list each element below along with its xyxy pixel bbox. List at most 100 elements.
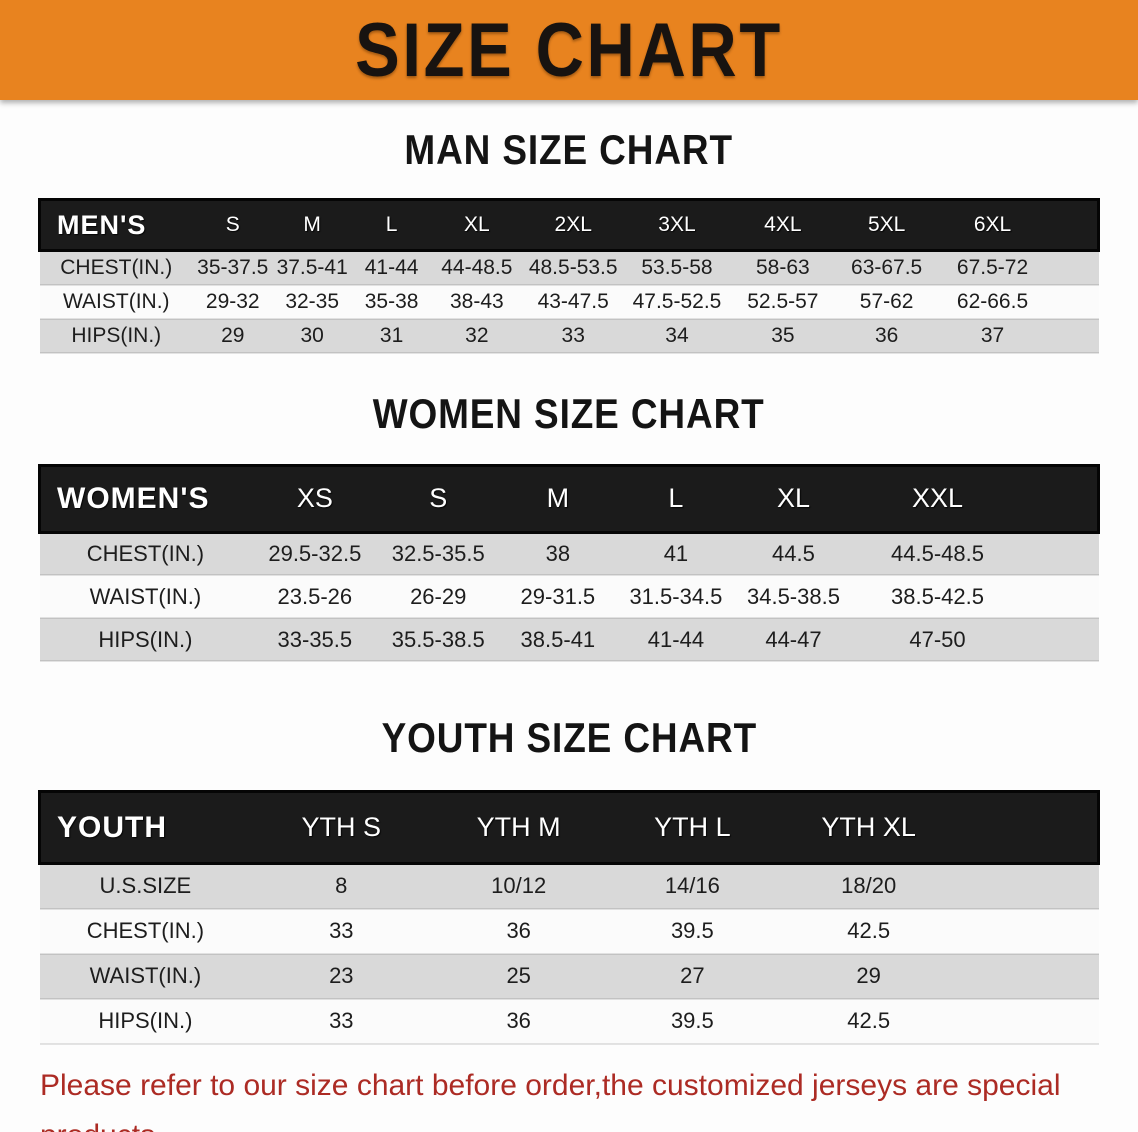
row-spacer-cell bbox=[1048, 319, 1099, 353]
measurement-value-cell: 38.5-41 bbox=[520, 626, 596, 652]
measurement-value-cell: 42.5 bbox=[847, 1008, 891, 1033]
measurement-value-cell: 35 bbox=[771, 323, 795, 347]
page-title: SIZE CHART bbox=[326, 7, 812, 94]
men-size-table: MEN'S S M L XL 2XL 3XL 4XL 5XL 6XL CHEST(IN.) 35-37… bbox=[38, 198, 1100, 354]
women-size-table: WOMEN'S XS S M L XL XXL CHEST(IN.) 29.5-32.5 32.5… bbox=[38, 464, 1100, 663]
measurement-value-cell: 35.5-38.5 bbox=[391, 626, 485, 652]
size-header-cell: M bbox=[303, 213, 321, 236]
measurement-value-cell: 62-66.5 bbox=[956, 289, 1029, 313]
row-spacer-cell bbox=[959, 909, 1099, 954]
measurement-value-cell: 25 bbox=[506, 963, 531, 988]
measurement-row-label: HIPS(IN.) bbox=[71, 323, 162, 347]
row-spacer-cell bbox=[1048, 251, 1099, 285]
measurement-row: HIPS(IN.) 33-35.5 35.5-38.5 38.5-41 41-44 44-… bbox=[39, 618, 1099, 661]
measurement-value-cell: 32.5-35.5 bbox=[391, 540, 485, 566]
measurement-value-cell: 29 bbox=[221, 323, 245, 347]
size-header-row: WOMEN'S XS S M L XL XXL bbox=[39, 465, 1099, 532]
measurement-value-cell: 32 bbox=[465, 323, 489, 347]
women-section-heading-text: WOMEN SIZE CHART bbox=[373, 389, 765, 437]
measurement-value-cell: 41-44 bbox=[364, 255, 419, 279]
measurement-value-cell: 47.5-52.5 bbox=[632, 289, 722, 313]
measurement-row: WAIST(IN.) 29-32 32-35 35-38 38-43 43-47.5 47.… bbox=[39, 284, 1099, 319]
measurement-row: HIPS(IN.) 29 30 31 32 33 34 35 36 37 bbox=[39, 318, 1099, 353]
measurement-value-cell: 33 bbox=[329, 918, 354, 943]
measurement-value-cell: 34.5-38.5 bbox=[746, 583, 840, 609]
men-section-heading-text: MAN SIZE CHART bbox=[404, 126, 734, 173]
women-section: WOMEN SIZE CHART WOMEN'S XS S M L XL XXL CHEST(… bbox=[0, 390, 1138, 663]
measurement-row: WAIST(IN.) 23.5-26 26-29 29-31.5 31.5-34.5 34… bbox=[39, 575, 1099, 618]
measurement-value-cell: 47-50 bbox=[909, 626, 966, 652]
size-header-cell: 3XL bbox=[658, 213, 696, 236]
men-section-heading: MAN SIZE CHART bbox=[0, 126, 1138, 174]
measurement-value-cell: 39.5 bbox=[670, 1008, 714, 1033]
measurement-value-cell: 8 bbox=[335, 873, 348, 899]
measurement-value-cell: 63-67.5 bbox=[851, 255, 923, 279]
measurement-value-cell: 34 bbox=[665, 323, 689, 347]
size-header-cell: XXL bbox=[911, 483, 963, 513]
measurement-value-cell: 31 bbox=[379, 323, 404, 347]
measurement-value-cell: 33 bbox=[561, 323, 585, 347]
size-header-cell: XL bbox=[776, 483, 810, 513]
row-spacer-cell bbox=[1022, 532, 1098, 575]
measurement-value-cell: 29-32 bbox=[205, 289, 260, 313]
size-header-cell: YTH XL bbox=[821, 812, 916, 842]
banner: SIZE CHART bbox=[0, 0, 1138, 100]
youth-size-table: YOUTH YTH S YTH M YTH L YTH XL U.S.SIZE 8 10/12… bbox=[38, 790, 1100, 1045]
size-header-row: YOUTH YTH S YTH M YTH L YTH XL bbox=[39, 791, 1099, 864]
row-spacer-cell bbox=[959, 999, 1099, 1044]
measurement-value-cell: 57-62 bbox=[859, 289, 914, 313]
measurement-value-cell: 26-29 bbox=[410, 583, 467, 609]
row-spacer-cell bbox=[1022, 575, 1098, 618]
size-header-cell: XL bbox=[464, 213, 490, 236]
measurement-value-cell: 38 bbox=[545, 540, 571, 566]
measurement-row: CHEST(IN.) 29.5-32.5 32.5-35.5 38 41 44.5 44.5… bbox=[39, 532, 1099, 575]
content: MAN SIZE CHART MEN'S S M L XL 2XL 3XL 4XL 5XL 6XL… bbox=[0, 126, 1138, 1045]
notice-line-1: Please refer to our size chart before or… bbox=[40, 1068, 1061, 1132]
measurement-row: U.S.SIZE 8 10/12 14/16 18/20 bbox=[39, 863, 1099, 909]
measurement-value-cell: 31.5-34.5 bbox=[629, 583, 723, 609]
row-spacer-cell bbox=[959, 864, 1099, 909]
measurement-value-cell: 14/16 bbox=[664, 873, 720, 899]
row-spacer-cell bbox=[1048, 285, 1099, 319]
measurement-value-cell: 37.5-41 bbox=[276, 255, 348, 279]
size-header-cell: YTH L bbox=[654, 812, 731, 842]
table-corner-label: YOUTH bbox=[57, 810, 167, 844]
measurement-value-cell: 36 bbox=[506, 1008, 531, 1033]
measurement-row-label: CHEST(IN.) bbox=[86, 540, 205, 566]
measurement-row-label: HIPS(IN.) bbox=[98, 1008, 193, 1033]
size-header-cell: 5XL bbox=[867, 213, 906, 236]
size-header-row: MEN'S S M L XL 2XL 3XL 4XL 5XL 6XL bbox=[39, 199, 1099, 251]
measurement-value-cell: 32-35 bbox=[285, 289, 340, 313]
women-section-heading: WOMEN SIZE CHART bbox=[0, 390, 1138, 438]
measurement-value-cell: 53.5-58 bbox=[641, 255, 713, 279]
measurement-value-cell: 35-37.5 bbox=[197, 255, 269, 279]
measurement-value-cell: 43-47.5 bbox=[537, 289, 609, 313]
youth-section: YOUTH SIZE CHART YOUTH YTH S YTH M YTH L YTH… bbox=[0, 714, 1138, 1045]
measurement-value-cell: 33 bbox=[329, 1008, 354, 1033]
measurement-row-label: WAIST(IN.) bbox=[89, 583, 202, 609]
size-header-cell: L bbox=[385, 213, 398, 236]
measurement-value-cell: 44.5-48.5 bbox=[891, 540, 984, 566]
footer-notice: Please refer to our size chart before or… bbox=[0, 1061, 1138, 1132]
measurement-value-cell: 10/12 bbox=[491, 873, 547, 899]
size-header-cell: M bbox=[546, 483, 570, 513]
measurement-row-label: HIPS(IN.) bbox=[98, 626, 193, 652]
size-header-cell: YTH M bbox=[476, 812, 561, 842]
row-spacer-cell bbox=[959, 954, 1099, 999]
measurement-value-cell: 23 bbox=[329, 963, 354, 988]
measurement-value-cell: 33-35.5 bbox=[277, 626, 353, 652]
measurement-value-cell: 42.5 bbox=[847, 918, 891, 943]
measurement-value-cell: 29 bbox=[856, 963, 881, 988]
measurement-row-label: U.S.SIZE bbox=[99, 873, 192, 899]
measurement-value-cell: 39.5 bbox=[670, 918, 714, 943]
measurement-value-cell: 36 bbox=[874, 323, 899, 347]
page-title-text: SIZE CHART bbox=[355, 7, 783, 93]
measurement-value-cell: 52.5-57 bbox=[747, 289, 819, 313]
measurement-row: CHEST(IN.) 33 36 39.5 42.5 bbox=[39, 908, 1099, 954]
measurement-value-cell: 30 bbox=[300, 323, 324, 347]
measurement-value-cell: 18/20 bbox=[841, 873, 897, 899]
measurement-value-cell: 67.5-72 bbox=[956, 255, 1029, 279]
measurement-value-cell: 35-38 bbox=[364, 289, 419, 313]
measurement-row: WAIST(IN.) 23 25 27 29 bbox=[39, 953, 1099, 999]
header-spacer-cell bbox=[959, 792, 1099, 864]
